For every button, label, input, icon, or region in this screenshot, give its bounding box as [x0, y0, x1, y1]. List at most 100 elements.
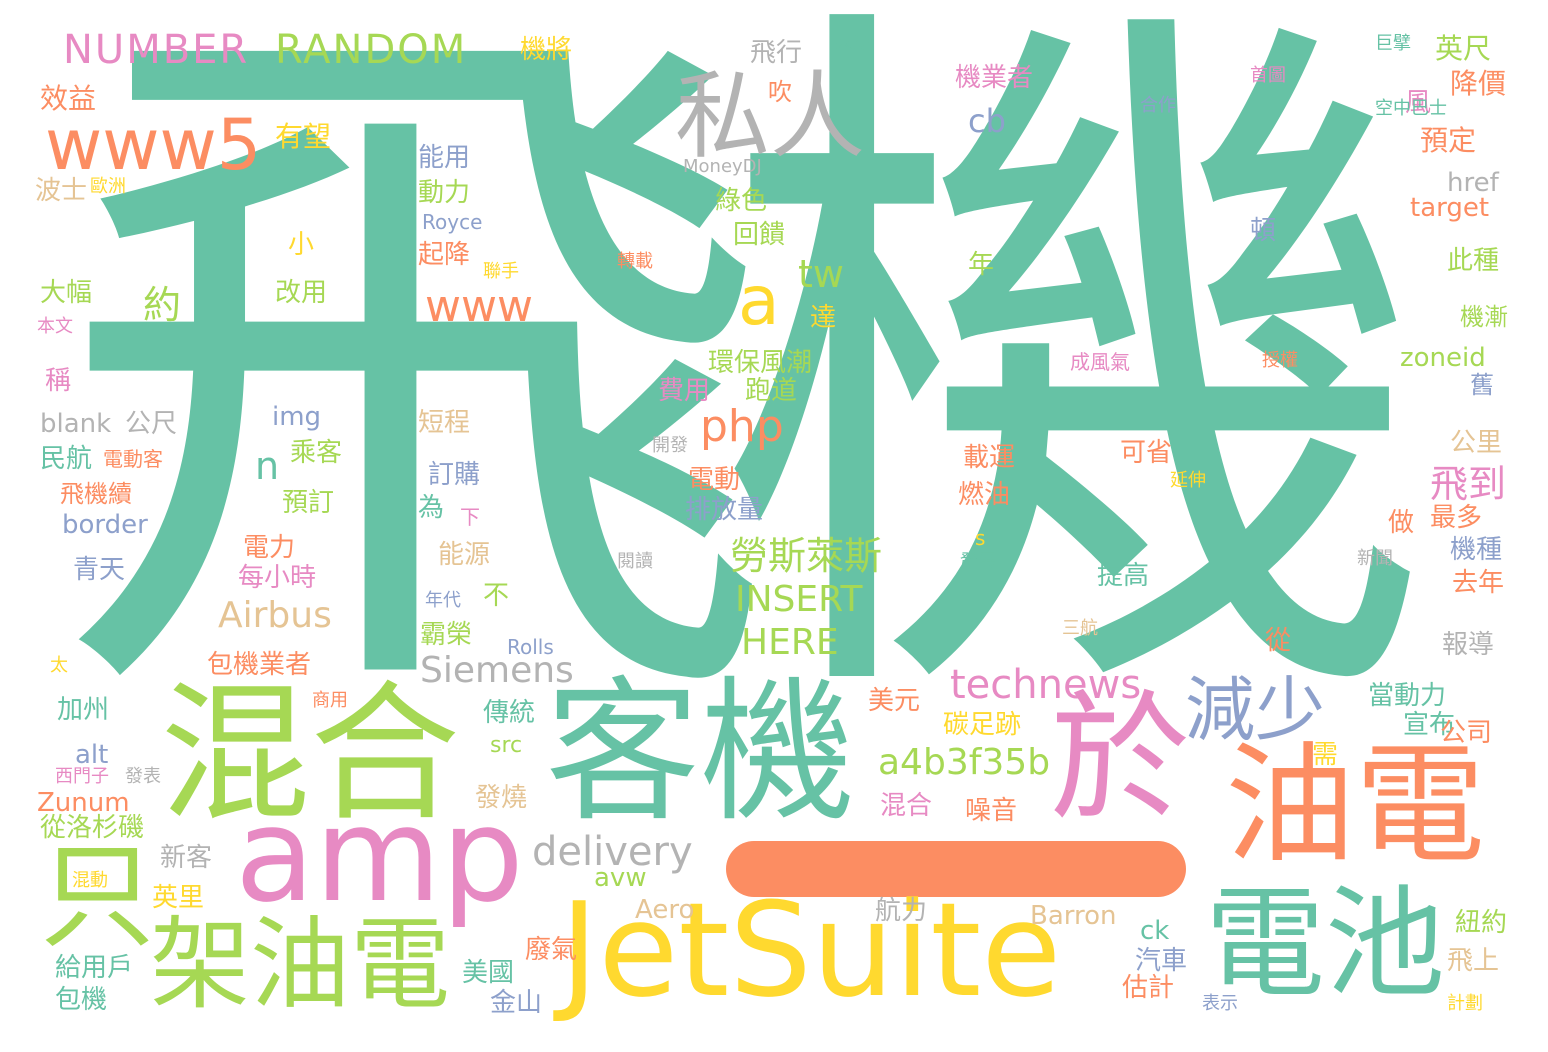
- word: 吹: [768, 78, 792, 106]
- word: Airbus: [218, 595, 332, 636]
- word: 稱: [45, 366, 72, 396]
- word: 飛機: [55, 0, 1435, 789]
- word: 新客: [160, 843, 213, 873]
- word: 給用戶: [55, 953, 134, 983]
- word: MoneyDJ: [683, 156, 762, 177]
- word: 當動力: [1368, 681, 1447, 711]
- word: 排放量: [685, 495, 764, 525]
- word: border: [62, 510, 148, 540]
- word: tw: [798, 252, 844, 296]
- word: 發展: [960, 551, 996, 572]
- word: 改用: [275, 278, 328, 308]
- word: avw: [594, 863, 647, 893]
- word: 機種: [1450, 535, 1503, 565]
- word: 英尺: [1435, 32, 1492, 65]
- word: 能用: [418, 143, 471, 173]
- word: 包機: [55, 985, 108, 1015]
- word: 霸榮: [420, 620, 473, 650]
- word: cb: [968, 102, 1006, 140]
- word: 跑道: [745, 376, 798, 406]
- word: Aero: [635, 895, 695, 925]
- word: 表示: [1202, 993, 1238, 1014]
- word: 民航: [40, 444, 93, 474]
- word: 可省: [1120, 438, 1173, 468]
- word: Rolls: [507, 635, 554, 659]
- word: RANDOM: [275, 27, 468, 73]
- word: 只: [40, 830, 156, 964]
- word: 歐洲: [90, 176, 126, 197]
- word: 電力: [243, 533, 296, 563]
- word: 載運: [963, 443, 1016, 473]
- word: 風: [1405, 88, 1432, 118]
- word: 頓: [1250, 216, 1277, 246]
- word: href: [1447, 168, 1499, 198]
- word: 開發: [652, 435, 688, 456]
- word: 計劃: [1447, 993, 1483, 1014]
- word: www5: [45, 104, 262, 186]
- word: 加州: [57, 695, 110, 725]
- word: 減少: [1185, 669, 1325, 751]
- word: 從: [1265, 626, 1292, 656]
- word: 三航: [1062, 618, 1098, 639]
- word: 成風氣: [1070, 350, 1130, 374]
- word: 去年: [1452, 568, 1505, 598]
- word: 噪音: [965, 796, 1018, 826]
- word: 提高: [1097, 561, 1150, 591]
- word: 美元: [868, 686, 921, 716]
- word: 綠色: [715, 186, 768, 216]
- word: 太: [50, 655, 68, 676]
- word: 報導: [1442, 630, 1495, 660]
- word: 飛上: [1447, 946, 1500, 976]
- word: 私人: [675, 62, 866, 172]
- word: delivery: [532, 829, 693, 875]
- word: 機業者: [955, 63, 1034, 93]
- word: 環保風潮: [708, 348, 813, 378]
- word: 機漸: [1460, 303, 1508, 331]
- word: 估計: [1122, 973, 1175, 1003]
- word: 預訂: [282, 488, 335, 518]
- word: 燃油: [958, 480, 1011, 510]
- word: 為: [418, 493, 445, 523]
- word: php: [700, 401, 784, 452]
- word: a: [738, 262, 780, 341]
- word: 此種: [1447, 246, 1500, 276]
- word: a4b3f35b: [878, 742, 1051, 783]
- word: 混動: [72, 870, 108, 891]
- word: 飛到: [1430, 462, 1507, 506]
- word: 電池: [1205, 875, 1445, 1014]
- word: 延伸: [1170, 470, 1206, 491]
- word: 來源: [835, 33, 871, 54]
- word: 航力: [875, 896, 928, 926]
- dash-shape: [726, 841, 1186, 897]
- word: img: [272, 402, 322, 432]
- word: 空中巴士: [1375, 98, 1447, 119]
- word: 本文: [37, 316, 73, 337]
- word: Royce: [422, 210, 483, 234]
- word: 年代: [425, 590, 461, 611]
- word: 有望: [275, 120, 332, 153]
- word: 效益: [40, 82, 97, 115]
- word: 架油電: [150, 906, 450, 1023]
- word: 乘客: [290, 438, 343, 468]
- word: 波士: [35, 176, 88, 206]
- word: 起降: [418, 240, 471, 270]
- word: 最多: [1430, 503, 1483, 533]
- word: Barron: [1030, 901, 1117, 931]
- word: 勞斯萊斯: [730, 534, 883, 578]
- word: 閱讀: [617, 551, 653, 572]
- word: 授權: [1262, 350, 1298, 371]
- word: target: [1410, 193, 1490, 223]
- word: Siemens: [420, 650, 574, 691]
- word: 宣布: [1403, 710, 1456, 740]
- word: n: [255, 444, 280, 488]
- word: 於: [1050, 678, 1191, 841]
- word: 廢氣: [525, 935, 578, 965]
- word: 預定: [1420, 124, 1477, 157]
- word: alt: [75, 740, 109, 770]
- word: 巨擘: [1375, 33, 1411, 54]
- word: ck: [1140, 916, 1170, 946]
- word: 機將: [520, 35, 573, 65]
- word: 飛行: [750, 38, 803, 68]
- word: zoneid: [1400, 343, 1486, 373]
